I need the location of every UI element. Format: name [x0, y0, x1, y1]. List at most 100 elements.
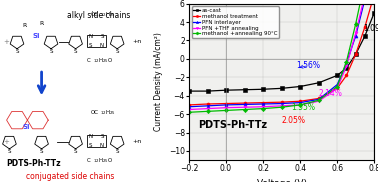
Line: methanol +annealing 90°C: methanol +annealing 90°C [187, 0, 376, 114]
Text: R: R [22, 23, 27, 28]
PFN +THF annealing [205, 108, 210, 110]
methanol +annealing 90°C [261, 108, 265, 110]
PFN interlayer [279, 102, 284, 105]
Text: S: S [40, 149, 43, 154]
PFN +THF annealing [335, 87, 339, 89]
PFN +THF annealing [298, 104, 302, 106]
Text: $_{12}$H$_{25}$: $_{12}$H$_{25}$ [100, 10, 116, 19]
as-cast [335, 74, 339, 77]
methanol treatment [187, 104, 191, 106]
Text: PDTS-Ph-TTz: PDTS-Ph-TTz [7, 159, 61, 168]
as-cast [261, 88, 265, 90]
Text: alkyl side chains: alkyl side chains [67, 11, 130, 20]
Legend: as-cast, methanol treatment, PFN interlayer, PFN +THF annealing, methanol +annea: as-cast, methanol treatment, PFN interla… [192, 6, 279, 38]
Text: S: S [74, 149, 77, 154]
PFN interlayer [335, 84, 339, 86]
as-cast [298, 85, 302, 88]
Text: +n: +n [132, 139, 141, 145]
PFN +THF annealing [279, 105, 284, 107]
methanol +annealing 90°C [353, 23, 358, 25]
methanol +annealing 90°C [205, 110, 210, 112]
as-cast [353, 53, 358, 55]
methanol treatment [279, 101, 284, 103]
Text: C: C [87, 58, 91, 63]
as-cast [363, 35, 367, 37]
PFN interlayer [353, 35, 358, 37]
Text: OC: OC [91, 12, 99, 17]
Text: N: N [89, 134, 93, 139]
methanol treatment [344, 74, 349, 77]
Text: S: S [100, 134, 104, 139]
PFN interlayer [261, 103, 265, 105]
methanol +annealing 90°C [279, 106, 284, 108]
PFN interlayer [205, 105, 210, 107]
Text: S: S [15, 49, 19, 54]
X-axis label: Voltage (V): Voltage (V) [257, 179, 307, 182]
PFN interlayer [187, 106, 191, 108]
Text: +: + [4, 139, 10, 145]
PFN interlayer [316, 98, 321, 100]
PFN +THF annealing [316, 100, 321, 102]
as-cast [279, 87, 284, 89]
as-cast [344, 67, 349, 69]
Text: $_{12}$H$_{25}$O: $_{12}$H$_{25}$O [93, 156, 113, 165]
Text: $_{12}$H$_{25}$: $_{12}$H$_{25}$ [100, 108, 116, 117]
Text: S: S [74, 49, 77, 54]
Text: S: S [89, 43, 93, 48]
Text: 2.14%: 2.14% [319, 89, 342, 98]
FancyArrowPatch shape [38, 72, 45, 92]
PFN interlayer [242, 103, 247, 106]
methanol +annealing 90°C [242, 108, 247, 111]
PFN +THF annealing [344, 65, 349, 67]
as-cast [316, 82, 321, 84]
Bar [87, 135, 106, 147]
methanol treatment [335, 87, 339, 89]
as-cast [187, 90, 191, 92]
Text: S: S [49, 49, 53, 54]
Text: Si: Si [23, 124, 30, 130]
Text: S: S [115, 149, 119, 154]
methanol treatment [298, 100, 302, 102]
Text: S: S [89, 143, 93, 148]
methanol treatment [353, 53, 358, 55]
Text: conjugated side chains: conjugated side chains [26, 172, 114, 181]
Text: N: N [100, 43, 104, 48]
methanol +annealing 90°C [224, 109, 228, 112]
PFN interlayer [298, 102, 302, 104]
PFN +THF annealing [261, 106, 265, 108]
PFN +THF annealing [242, 106, 247, 108]
PFN interlayer [344, 62, 349, 65]
as-cast [372, 12, 376, 14]
Text: Si: Si [32, 33, 40, 39]
as-cast [205, 90, 210, 92]
Text: C: C [87, 158, 91, 163]
methanol +annealing 90°C [316, 99, 321, 101]
Text: N: N [100, 143, 104, 148]
PFN +THF annealing [187, 108, 191, 111]
Text: S: S [115, 49, 119, 54]
Y-axis label: Current Density (mA/cm²): Current Density (mA/cm²) [154, 32, 163, 131]
Text: $_{12}$H$_{25}$O: $_{12}$H$_{25}$O [93, 56, 113, 64]
Line: methanol treatment: methanol treatment [187, 0, 376, 106]
as-cast [242, 89, 247, 91]
Text: 1.55%: 1.55% [291, 102, 315, 112]
methanol +annealing 90°C [187, 111, 191, 113]
Text: +: + [4, 39, 10, 45]
Line: PFN interlayer: PFN interlayer [187, 0, 376, 108]
PFN +THF annealing [224, 107, 228, 109]
methanol treatment [261, 102, 265, 104]
as-cast [224, 89, 228, 91]
methanol treatment [363, 25, 367, 28]
Text: R: R [39, 21, 44, 26]
Text: 2.05%: 2.05% [282, 116, 305, 125]
methanol treatment [316, 97, 321, 100]
Line: as-cast: as-cast [187, 11, 376, 93]
Text: S: S [8, 149, 11, 154]
Line: PFN +THF annealing: PFN +THF annealing [187, 0, 376, 111]
Text: 1.09%: 1.09% [363, 24, 378, 33]
methanol treatment [205, 103, 210, 105]
Text: 1.56%: 1.56% [296, 61, 321, 70]
PFN interlayer [224, 104, 228, 106]
Text: PDTS-Ph-TTz: PDTS-Ph-TTz [198, 120, 267, 130]
methanol treatment [224, 102, 228, 105]
